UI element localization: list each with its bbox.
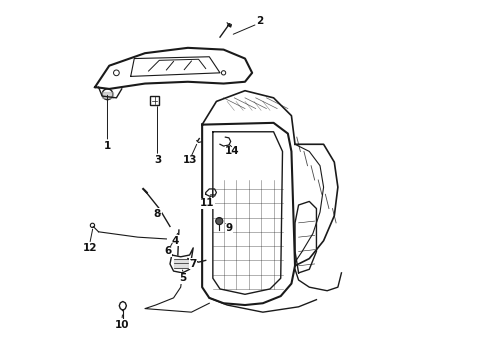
Text: 4: 4 xyxy=(172,236,179,246)
Text: 8: 8 xyxy=(154,209,161,219)
Text: 5: 5 xyxy=(179,273,186,283)
Text: 2: 2 xyxy=(256,16,263,26)
Text: 9: 9 xyxy=(225,223,232,233)
Text: 14: 14 xyxy=(225,147,240,157)
Text: 1: 1 xyxy=(104,141,111,151)
Text: 6: 6 xyxy=(165,247,172,256)
Text: 11: 11 xyxy=(200,198,215,208)
Circle shape xyxy=(216,217,223,225)
Text: 10: 10 xyxy=(115,320,129,330)
Polygon shape xyxy=(173,258,188,267)
Text: 7: 7 xyxy=(190,259,197,269)
Text: 13: 13 xyxy=(182,156,197,165)
Bar xyxy=(150,96,159,105)
Text: 12: 12 xyxy=(82,243,97,253)
Polygon shape xyxy=(102,93,113,98)
Text: 3: 3 xyxy=(154,156,161,165)
